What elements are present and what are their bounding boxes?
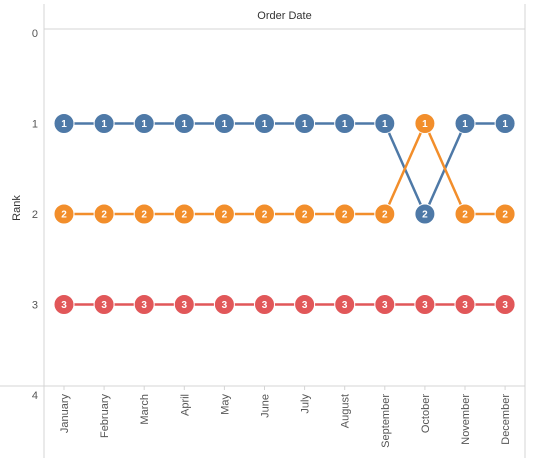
data-label: 3 <box>302 300 308 311</box>
series-lines <box>64 122 506 306</box>
x-tick-label: January <box>59 394 71 434</box>
data-label: 1 <box>262 119 268 130</box>
y-tick-label: 4 <box>32 390 38 402</box>
data-label: 3 <box>342 300 348 311</box>
data-label: 3 <box>462 300 468 311</box>
data-label: 1 <box>182 119 188 130</box>
data-label: 2 <box>141 210 147 221</box>
data-point <box>53 113 75 134</box>
data-label: 1 <box>422 119 428 130</box>
x-tick-label: February <box>99 394 111 439</box>
data-label: 3 <box>422 300 428 311</box>
data-label: 1 <box>61 119 67 130</box>
x-tick-label: July <box>300 394 312 414</box>
data-label: 1 <box>342 119 348 130</box>
data-point <box>213 203 235 225</box>
data-label: 1 <box>141 119 147 130</box>
x-tick-label: November <box>460 394 472 445</box>
data-point <box>173 113 195 134</box>
data-label: 3 <box>262 300 268 311</box>
data-point <box>133 113 155 134</box>
x-tick-label: December <box>500 394 512 445</box>
data-point <box>334 203 356 225</box>
data-label: 2 <box>342 210 348 221</box>
data-label: 3 <box>502 300 508 311</box>
data-label: 3 <box>382 300 388 311</box>
data-point <box>53 294 75 315</box>
data-point <box>334 294 356 315</box>
x-axis-title: Order Date <box>257 10 311 22</box>
data-label: 1 <box>502 119 508 130</box>
data-label: 2 <box>262 210 268 221</box>
data-point <box>294 203 316 225</box>
data-label: 3 <box>101 300 107 311</box>
x-tick-label: May <box>219 394 231 415</box>
x-tick-label: October <box>420 394 432 433</box>
series-line <box>64 122 506 216</box>
data-point <box>294 113 316 134</box>
x-tick-label: March <box>139 394 151 425</box>
data-point <box>93 203 115 225</box>
data-label: 2 <box>101 210 107 221</box>
data-point <box>414 113 436 134</box>
data-label: 2 <box>182 210 188 221</box>
data-point <box>374 294 396 315</box>
y-tick-label: 0 <box>32 28 38 40</box>
data-label: 3 <box>222 300 228 311</box>
data-point <box>294 294 316 315</box>
data-point <box>133 203 155 225</box>
data-point <box>494 203 516 225</box>
x-tick-label: April <box>179 394 191 416</box>
data-point <box>254 294 275 315</box>
data-label: 2 <box>382 210 388 221</box>
y-tick-label: 1 <box>32 119 38 131</box>
data-point <box>93 294 115 315</box>
y-axis-ticks: 0 1 2 3 4 <box>32 28 38 402</box>
y-tick-label: 3 <box>32 300 38 312</box>
data-point <box>494 113 516 134</box>
data-point <box>334 113 356 134</box>
data-point <box>254 113 275 134</box>
data-point <box>254 203 275 225</box>
x-tick-label: August <box>340 394 352 428</box>
data-point <box>454 294 476 315</box>
data-point <box>374 203 396 225</box>
data-label: 3 <box>182 300 188 311</box>
series-points: 1 1 1 1 1 1 1 1 1 2 1 1 2 2 2 2 2 2 2 2 2 1 2 2 3 3 3 3 3 3 3 3 3 3 3 3 <box>53 113 516 315</box>
data-point <box>93 113 115 134</box>
data-label: 3 <box>61 300 67 311</box>
x-tick-label: June <box>260 394 272 418</box>
data-label: 3 <box>141 300 147 311</box>
data-label: 2 <box>502 210 508 221</box>
y-axis-title: Rank <box>11 195 23 221</box>
data-point <box>213 113 235 134</box>
data-label: 2 <box>222 210 228 221</box>
data-label: 2 <box>462 210 468 221</box>
data-label: 2 <box>422 210 428 221</box>
data-label: 1 <box>382 119 388 130</box>
x-axis-ticks: January February March April May June July Augu… <box>59 386 512 448</box>
data-point <box>374 113 396 134</box>
data-point <box>454 113 476 134</box>
data-label: 2 <box>61 210 67 221</box>
data-point <box>133 294 155 315</box>
data-point <box>173 294 195 315</box>
data-point <box>414 294 436 315</box>
data-label: 2 <box>302 210 308 221</box>
data-label: 1 <box>222 119 228 130</box>
data-point <box>53 203 75 225</box>
y-tick-label: 2 <box>32 209 38 221</box>
data-label: 1 <box>462 119 468 130</box>
data-point <box>173 203 195 225</box>
data-point <box>454 203 476 225</box>
data-label: 1 <box>302 119 308 130</box>
chart-frame <box>0 4 526 458</box>
series-line <box>64 122 506 216</box>
data-label: 1 <box>101 119 107 130</box>
x-tick-label: September <box>380 394 392 448</box>
data-point <box>414 203 436 225</box>
data-point <box>213 294 235 315</box>
data-point <box>494 294 516 315</box>
